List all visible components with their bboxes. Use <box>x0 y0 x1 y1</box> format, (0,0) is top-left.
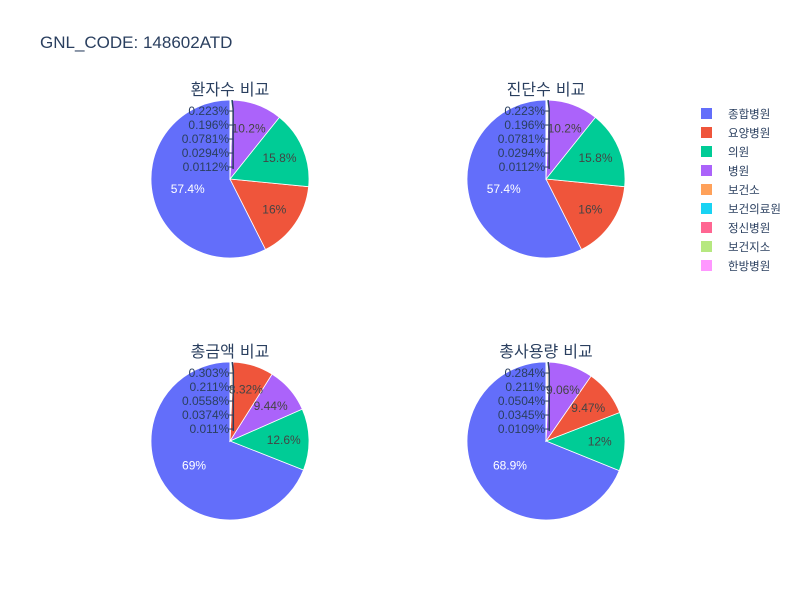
data-label: 0.223% <box>188 104 229 118</box>
legend-swatch <box>701 108 712 119</box>
data-label: 0.303% <box>189 366 230 380</box>
data-label: 0.211% <box>190 380 230 394</box>
subplot-title: 환자수 비교 <box>191 80 270 99</box>
data-label: 12% <box>588 434 612 448</box>
pie-slice[interactable] <box>150 99 267 259</box>
legend-item[interactable]: 병원 <box>700 161 795 180</box>
data-label: 69% <box>182 458 206 472</box>
legend-label: 한방병원 <box>728 259 771 273</box>
data-label: 0.0504% <box>498 394 546 408</box>
legend-item[interactable]: 보건지소 <box>700 237 795 256</box>
legend-label: 보건지소 <box>728 240 771 254</box>
data-label: 0.0112% <box>183 160 230 174</box>
legend-label: 보건소 <box>728 183 760 197</box>
data-label: 0.196% <box>504 118 545 132</box>
legend-swatch <box>701 184 712 195</box>
data-label: 0.196% <box>188 118 229 132</box>
legend-item[interactable]: 보건소 <box>700 180 795 199</box>
data-label: 0.284% <box>505 366 546 380</box>
data-label: 9.44% <box>254 399 288 413</box>
leader-line <box>231 361 235 372</box>
subplot-title: 총금액 비교 <box>191 342 270 361</box>
chart-title: GNL_CODE: 148602ATD <box>40 33 233 52</box>
pie-0: 환자수 비교 57.4% 16% 15.8% 10.2%0.223%0.196%0.07… <box>150 80 310 259</box>
leader-line <box>547 99 550 110</box>
legend-label: 보건의료원 <box>728 202 781 216</box>
legend-item[interactable]: 종합병원 <box>700 104 795 123</box>
data-label: 12.6% <box>267 433 301 447</box>
pie-slice[interactable] <box>466 361 620 521</box>
legend-swatch <box>701 127 712 138</box>
data-label: 0.0109% <box>498 422 546 436</box>
data-label: 0.0374% <box>182 408 230 422</box>
pie-slice[interactable] <box>229 178 310 251</box>
legend-swatch <box>701 222 712 233</box>
pie-slice[interactable] <box>150 361 304 521</box>
pie-slice[interactable] <box>545 116 626 188</box>
data-label: 0.0781% <box>182 132 230 146</box>
data-label: 0.0112% <box>499 160 546 174</box>
data-label: 0.0345% <box>498 408 546 422</box>
legend-swatch <box>701 203 712 214</box>
legend-item[interactable]: 요양병원 <box>700 123 795 142</box>
pie-1: 진단수 비교 57.4% 16% 15.8% 10.2%0.223%0.196%0.07… <box>466 80 626 259</box>
legend-swatch <box>701 165 712 176</box>
data-label: 8.32% <box>229 383 263 397</box>
data-label: 15.8% <box>578 151 612 165</box>
pie-slice[interactable] <box>229 116 310 188</box>
pie-3: 총사용량 비교68.9%12%9.47%9.06%0.284%0.211%0.0… <box>466 342 626 521</box>
pie-slice[interactable] <box>228 408 310 471</box>
data-label: 16% <box>578 202 602 216</box>
leader-line <box>547 361 550 372</box>
data-label: 9.06% <box>546 383 580 397</box>
data-label: 0.223% <box>504 104 545 118</box>
data-label: 9.47% <box>571 401 605 415</box>
data-label: 0.0558% <box>182 394 230 408</box>
data-label: 57.4% <box>487 182 521 196</box>
pie-slice[interactable] <box>544 411 626 472</box>
data-label: 0.0294% <box>182 146 230 160</box>
leader-line <box>231 99 234 110</box>
legend-label: 의원 <box>728 145 750 159</box>
data-label: 57.4% <box>171 182 205 196</box>
data-label: 0.211% <box>505 380 545 394</box>
data-label: 10.2% <box>232 122 266 136</box>
pie-2: 총금액 비교 69% 12.6% 9.44% 8.32% 0.303%0.211%0.05… <box>150 342 310 521</box>
data-label: 16% <box>262 202 286 216</box>
data-label: 68.9% <box>493 458 527 472</box>
legend-item[interactable]: 정신병원 <box>700 218 795 237</box>
subplot-title: 총사용량 비교 <box>499 342 592 361</box>
legend-swatch <box>701 260 712 271</box>
data-label: 0.011% <box>190 422 230 436</box>
pie-slice[interactable] <box>466 99 583 259</box>
legend-item[interactable]: 한방병원 <box>700 256 795 275</box>
pie-slice[interactable] <box>545 178 626 251</box>
legend-swatch <box>701 146 712 157</box>
legend-label: 병원 <box>728 164 750 178</box>
legend-item[interactable]: 의원 <box>700 142 795 161</box>
data-label: 15.8% <box>262 151 296 165</box>
subplot-title: 진단수 비교 <box>507 80 586 99</box>
data-label: 0.0781% <box>498 132 546 146</box>
legend-label: 요양병원 <box>728 126 771 140</box>
data-label: 10.2% <box>548 122 582 136</box>
legend-label: 정신병원 <box>728 221 771 235</box>
data-label: 0.0294% <box>498 146 546 160</box>
legend-swatch <box>701 241 712 252</box>
legend-item[interactable]: 보건의료원 <box>700 199 795 218</box>
legend-label: 종합병원 <box>728 107 771 121</box>
